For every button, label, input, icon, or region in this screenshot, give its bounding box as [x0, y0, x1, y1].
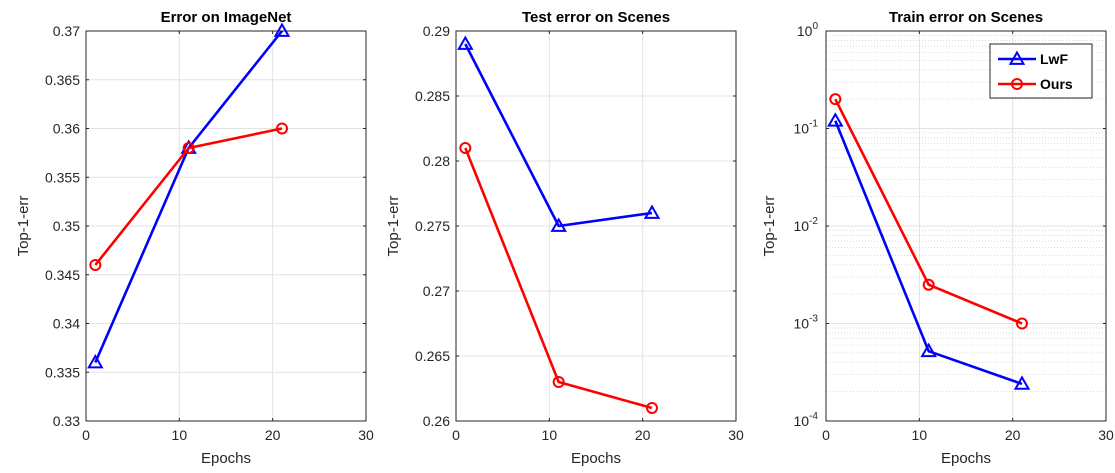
y-tick-label: 10-4 — [794, 411, 819, 429]
y-tick-label: 0.345 — [45, 267, 80, 283]
series-line — [834, 98, 1023, 325]
y-tick-label: 0.33 — [53, 413, 80, 429]
y-tick-label: 0.36 — [53, 121, 80, 137]
legend-box — [989, 43, 1093, 99]
data-point-circle — [459, 142, 472, 154]
x-tick-label: 10 — [912, 427, 928, 443]
x-tick-label: 30 — [728, 427, 744, 443]
y-tick-base: 10 — [794, 413, 810, 429]
data-point-circle — [552, 376, 565, 388]
x-axis-label: Epochs — [571, 450, 621, 467]
y-tick-label: 10-2 — [794, 216, 819, 234]
y-tick-label: 10-3 — [794, 314, 819, 332]
y-axis-label: Top-1-err — [761, 196, 778, 257]
x-tick-label: 10 — [172, 427, 188, 443]
data-point-circle — [276, 122, 288, 135]
data-point-triangle — [87, 353, 104, 369]
data-point-circle — [1016, 317, 1028, 330]
y-axis-label: Top-1-err — [15, 196, 32, 257]
data-point-circle — [646, 402, 658, 414]
series-ours — [89, 122, 288, 271]
legend-marker-circle — [1011, 78, 1023, 90]
series-lwf — [457, 35, 661, 232]
data-point-triangle — [1013, 375, 1031, 390]
series-ours — [829, 93, 1028, 330]
x-tick-label: 10 — [542, 427, 558, 443]
x-tick-label: 20 — [1005, 427, 1021, 443]
chart-title: Error on ImageNet — [161, 9, 292, 26]
chart-title: Test error on Scenes — [522, 9, 670, 26]
series-line — [464, 147, 653, 410]
y-tick-label: 0.355 — [45, 169, 80, 185]
y-tick-label: 0.37 — [53, 23, 80, 39]
series-line — [464, 43, 653, 228]
y-tick-label: 0.265 — [415, 348, 450, 364]
data-point-triangle — [920, 342, 937, 358]
chart-2: 0 10 20 30 0.26 0.265 0.27 0.275 0.28 0.285 0.29 Te… — [385, 9, 744, 467]
data-point-triangle — [643, 204, 661, 219]
x-axis-label: Epochs — [941, 450, 991, 467]
data-point-triangle — [457, 35, 474, 50]
y-tick-exponent: -2 — [809, 216, 818, 227]
y-tick-label: 0.34 — [53, 316, 80, 332]
data-point-circle — [89, 259, 102, 271]
x-tick-label: 30 — [358, 427, 374, 443]
y-tick-exponent: -4 — [809, 411, 818, 422]
series-lwf — [827, 112, 1031, 390]
y-tick-base: 10 — [794, 316, 810, 332]
data-point-circle — [182, 142, 195, 154]
y-tick-label: 0.26 — [423, 413, 450, 429]
y-tick-label: 0.35 — [53, 218, 80, 234]
chart-1: 0 10 20 30 0.33 0.335 0.34 0.345 0.35 0.355 0.36 0.… — [15, 9, 374, 467]
series-ours — [459, 142, 658, 414]
y-tick-exponent: -1 — [809, 119, 818, 130]
y-tick-exponent: 0 — [812, 21, 818, 32]
y-tick-base: 10 — [794, 218, 810, 234]
series-line — [834, 120, 1023, 386]
chart-title: Train error on Scenes — [889, 9, 1043, 26]
y-tick-base: 10 — [794, 121, 810, 137]
series-line — [94, 127, 283, 266]
y-tick-label: 0.29 — [423, 23, 450, 39]
y-tick-base: 10 — [797, 23, 813, 39]
legend: LwF Ours — [989, 43, 1093, 99]
y-tick-label: 0.27 — [423, 283, 450, 299]
data-point-triangle — [273, 22, 291, 37]
legend-label-lwf: LwF — [1040, 51, 1068, 67]
x-tick-label: 30 — [1098, 427, 1114, 443]
x-tick-label: 0 — [452, 427, 460, 443]
y-tick-label: 100 — [797, 21, 819, 39]
y-tick-label: 10-1 — [794, 119, 819, 137]
y-tick-label: 0.365 — [45, 72, 80, 88]
data-point-circle — [922, 278, 935, 291]
y-tick-label: 0.285 — [415, 88, 450, 104]
legend-marker-triangle — [1008, 50, 1026, 65]
x-axis-label: Epochs — [201, 450, 251, 467]
x-tick-label: 20 — [635, 427, 651, 443]
data-point-triangle — [827, 112, 844, 127]
data-point-triangle — [550, 217, 567, 232]
y-tick-exponent: -3 — [809, 314, 818, 325]
y-axis-label: Top-1-err — [385, 196, 402, 257]
x-tick-label: 0 — [822, 427, 830, 443]
x-tick-label: 0 — [82, 427, 90, 443]
legend-label-ours: Ours — [1040, 76, 1073, 92]
data-point-circle — [829, 93, 842, 106]
x-tick-label: 20 — [265, 427, 281, 443]
y-tick-label: 0.28 — [423, 153, 450, 169]
y-tick-label: 0.335 — [45, 364, 80, 380]
y-tick-label: 0.275 — [415, 218, 450, 234]
